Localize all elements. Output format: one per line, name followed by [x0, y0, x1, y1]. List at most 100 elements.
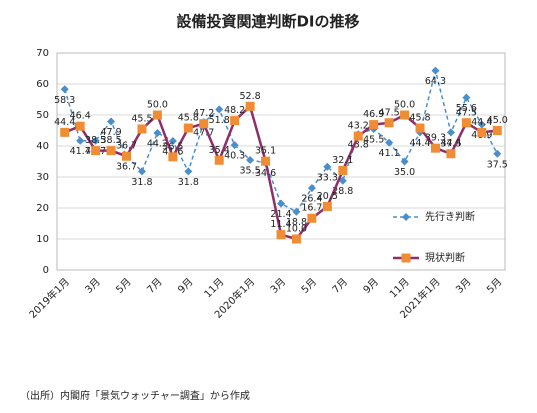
- data-label: 44.4: [409, 138, 430, 149]
- point-marker: [106, 146, 116, 156]
- data-label: 38.5: [100, 135, 121, 146]
- data-label: 50.0: [147, 100, 168, 111]
- point-marker: [493, 149, 502, 158]
- data-label: 35.1: [255, 146, 276, 157]
- data-label: 44.4: [54, 117, 75, 128]
- legend-marker: [401, 253, 411, 263]
- point-marker: [153, 128, 162, 137]
- point-marker: [446, 128, 455, 137]
- point-marker: [307, 213, 317, 223]
- data-label: 16.7: [301, 203, 322, 214]
- point-marker: [431, 66, 440, 75]
- data-label: 35.4: [209, 145, 230, 156]
- point-marker: [322, 201, 332, 211]
- point-marker: [369, 120, 379, 130]
- data-label: 10.0: [286, 224, 307, 235]
- x-tick-label: 2019年1月: [26, 275, 72, 321]
- x-tick-label: 11月: [202, 276, 227, 301]
- data-label: 43.8: [348, 140, 369, 151]
- point-marker: [384, 118, 394, 128]
- data-label: 37.5: [487, 159, 508, 170]
- point-marker: [446, 149, 456, 159]
- series: 44.446.438.538.536.745.550.036.545.847.2…: [54, 91, 508, 244]
- data-label: 45.8: [178, 113, 199, 124]
- data-label: 35.0: [394, 167, 415, 178]
- point-marker: [277, 199, 285, 208]
- source-note: （出所）内閣府「景気ウォッチャー調査」から作成: [20, 389, 250, 402]
- data-label: 31.8: [131, 177, 152, 188]
- point-marker: [430, 143, 440, 153]
- data-label: 41.6: [162, 147, 183, 158]
- x-tick-label: 9月: [361, 276, 381, 296]
- point-marker: [462, 93, 471, 102]
- point-marker: [168, 152, 178, 162]
- data-label: 21.4: [270, 209, 291, 220]
- data-label: 52.8: [240, 91, 261, 102]
- y-tick-label: 30: [36, 172, 49, 183]
- point-marker: [107, 117, 116, 126]
- data-label: 51.8: [209, 115, 230, 126]
- data-label: 41.1: [379, 148, 400, 159]
- data-label: 18.8: [286, 217, 307, 228]
- data-label: 44.4: [440, 138, 461, 149]
- point-marker: [338, 165, 348, 175]
- point-marker: [199, 119, 209, 129]
- x-tick-label: 7月: [145, 276, 165, 296]
- plot-frame: [56, 52, 506, 271]
- x-tick-label: 3月: [83, 276, 103, 296]
- point-marker: [137, 167, 146, 176]
- data-label: 50.0: [394, 100, 415, 111]
- data-label: 45.5: [131, 113, 152, 124]
- point-marker: [307, 184, 316, 193]
- y-tick-label: 50: [36, 110, 49, 121]
- point-marker: [230, 116, 240, 126]
- point-marker: [477, 127, 487, 137]
- point-marker: [400, 110, 410, 120]
- point-marker: [152, 110, 162, 120]
- point-marker: [91, 146, 101, 156]
- data-label: 36.5: [162, 141, 183, 152]
- point-marker: [168, 137, 177, 146]
- data-label: 36.7: [116, 162, 137, 173]
- data-label: 47.5: [456, 107, 477, 118]
- chart-title: 設備投資関連判断DIの推移: [176, 13, 359, 31]
- point-marker: [338, 176, 347, 185]
- data-label: 45.8: [409, 113, 430, 124]
- legend-label: 現状判断: [425, 251, 465, 264]
- point-marker: [75, 121, 85, 131]
- data-label: 33.3: [317, 172, 338, 183]
- data-label: 44.4: [471, 117, 492, 128]
- data-label: 36.7: [116, 141, 137, 152]
- data-label: 44.2: [147, 138, 168, 149]
- y-tick-label: 10: [36, 234, 49, 245]
- point-marker: [261, 156, 271, 166]
- data-label: 38.5: [85, 135, 106, 146]
- point-marker: [400, 157, 409, 166]
- point-marker: [461, 118, 471, 128]
- data-label: 31.8: [178, 177, 199, 188]
- x-tick-label: 3月: [268, 276, 288, 296]
- point-marker: [137, 124, 147, 134]
- x-tick-label: 9月: [175, 276, 195, 296]
- x-tick-label: 7月: [330, 276, 350, 296]
- point-marker: [60, 127, 70, 137]
- point-marker: [292, 207, 301, 216]
- data-label: 47.2: [193, 108, 214, 119]
- data-label: 55.6: [456, 103, 477, 114]
- point-marker: [215, 105, 224, 114]
- point-marker: [245, 101, 255, 111]
- point-marker: [415, 123, 425, 133]
- data-label: 58.3: [54, 95, 75, 106]
- data-label: 39.3: [425, 133, 446, 144]
- point-marker: [385, 138, 394, 147]
- x-tick-label: 3月: [454, 276, 474, 296]
- data-label: 47.9: [100, 127, 121, 138]
- data-label: 34.6: [255, 168, 276, 179]
- y-tick-label: 40: [36, 141, 49, 152]
- point-marker: [60, 85, 69, 94]
- data-label: 35.5: [240, 165, 261, 176]
- data-label: 28.8: [332, 186, 353, 197]
- data-label: 46.9: [363, 109, 384, 120]
- data-label: 47.5: [379, 107, 400, 118]
